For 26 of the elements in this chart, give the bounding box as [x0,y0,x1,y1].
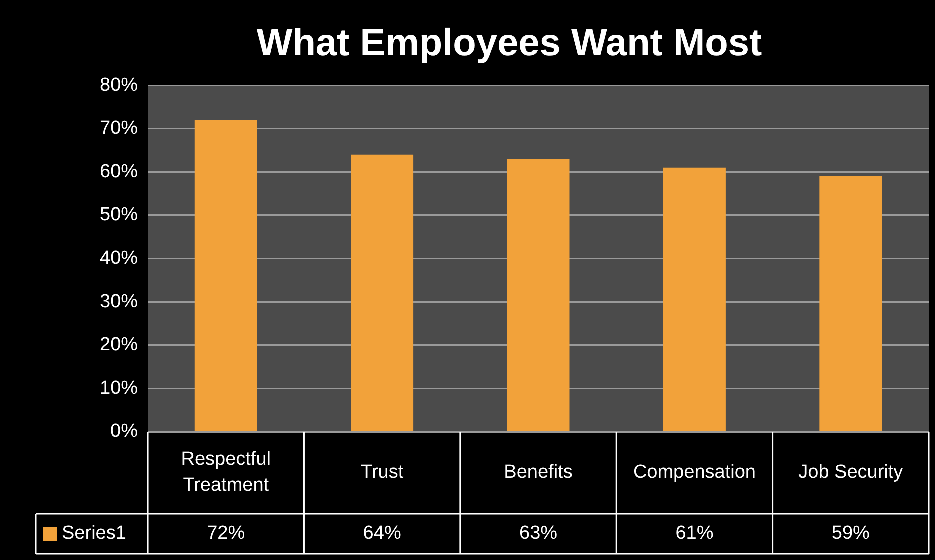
data-label: 72% [207,523,246,544]
y-tick-label: 70% [100,118,138,140]
legend-label: Series1 [62,523,126,544]
data-label: 63% [520,523,558,544]
x-tick-label: Compensation [633,462,756,484]
data-label: 64% [363,523,402,544]
y-tick-label: 30% [100,291,138,312]
data-label: 61% [676,523,714,544]
y-tick-label: 0% [110,421,138,442]
y-tick-label: 80% [100,74,138,96]
bar [820,176,882,432]
data-label: 59% [832,523,870,544]
x-tick-label: Respectful Treatment [181,449,272,496]
bar [663,168,726,432]
chart-title: What Employees Want Most [256,22,762,64]
x-tick-label: Trust [361,462,404,484]
bar [351,154,414,432]
x-tick-label: Job Security [798,462,904,484]
bar [507,159,570,432]
y-tick-label: 40% [100,248,138,270]
y-tick-label: 50% [100,204,138,226]
x-tick-label: Benefits [504,462,573,484]
y-tick-label: 10% [100,378,138,399]
y-tick-label: 20% [100,334,138,356]
bar [194,120,258,432]
y-tick-label: 60% [100,161,138,182]
